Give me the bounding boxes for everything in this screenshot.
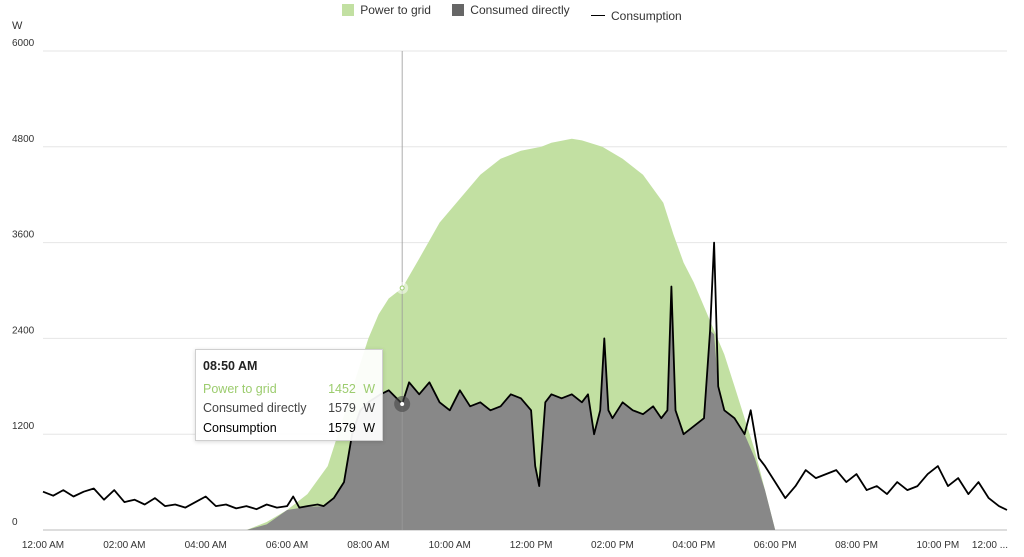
legend-label-power-to-grid: Power to grid [360,3,431,17]
tooltip-unit: W [363,420,375,435]
area-consumed-directly [246,286,776,530]
tooltip-label: Consumption [203,420,277,435]
hover-dot-consumption [400,401,405,406]
tooltip-time: 08:50 AM [203,359,258,373]
tooltip-value: 1579 [328,420,356,435]
tooltip-label: Consumed directly [203,401,307,416]
x-tick-label: 08:00 AM [347,540,389,551]
legend-label-consumed-directly: Consumed directly [470,3,570,17]
x-tick-label: 10:00 PM [916,540,959,551]
tooltip-value: 1452 [328,381,356,396]
tooltip-unit: W [363,401,375,416]
chart-legend: Power to grid Consumed directly Consumpt… [0,3,1024,23]
x-tick-label: 02:00 AM [103,540,145,551]
tooltip-row-consumption: Consumption 1579 W [203,418,375,438]
legend-swatch-power-to-grid [342,4,355,16]
y-axis-ticks: 0 1200 2400 3600 4800 6000 [12,38,35,528]
x-tick-label: 12:00 PM [510,540,553,551]
y-tick-label: 0 [12,517,18,528]
line-consumption [42,241,1008,511]
y-axis-unit-label: W [12,20,23,32]
x-tick-label: 04:00 PM [672,540,715,551]
x-tick-label: 10:00 AM [429,540,471,551]
tooltip-label: Power to grid [203,381,277,396]
tooltip-row-consumed-directly: Consumed directly 1579 W [203,399,375,419]
y-tick-label: 6000 [12,38,35,49]
x-tick-label: 08:00 PM [835,540,878,551]
x-tick-label: 12:00 ... [972,540,1008,551]
y-tick-label: 3600 [12,230,35,241]
legend-swatch-consumed-directly [452,4,465,16]
chart-areas [246,138,776,531]
x-tick-label: 06:00 AM [266,540,308,551]
y-tick-label: 2400 [12,325,35,336]
x-tick-label: 04:00 AM [185,540,227,551]
x-tick-label: 06:00 PM [754,540,797,551]
legend-item-consumed-directly[interactable]: Consumed directly [452,3,570,17]
x-tick-label: 02:00 PM [591,540,634,551]
y-tick-label: 1200 [12,421,35,432]
legend-label-consumption: Consumption [611,8,682,23]
x-tick-label: 12:00 AM [22,540,64,551]
hover-dot-power-to-grid [399,285,405,291]
x-axis-ticks: 12:00 AM 02:00 AM 04:00 AM 06:00 AM 08:00 AM… [22,540,1008,551]
hover-tooltip: 08:50 AM Power to grid 1452 W Consumed d… [195,349,383,441]
hover-indicator [394,51,411,530]
legend-item-consumption[interactable]: Consumption [591,9,682,23]
y-tick-label: 4800 [12,134,35,145]
legend-item-power-to-grid[interactable]: Power to grid [342,3,431,17]
chart-lines [42,241,1008,511]
tooltip-value: 1579 [328,401,356,416]
tooltip-unit: W [363,381,375,396]
tooltip-row-power-to-grid: Power to grid 1452 W [203,379,375,399]
legend-swatch-consumption [591,15,606,16]
